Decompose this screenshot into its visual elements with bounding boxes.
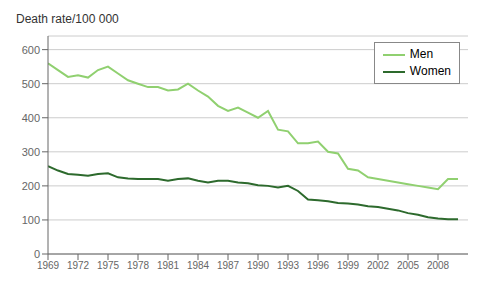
svg-text:1975: 1975 (97, 260, 120, 271)
html-text:Women: Women (409, 64, 451, 78)
svg-text:1990: 1990 (247, 260, 270, 271)
html-text:Men: Men (409, 47, 434, 61)
svg-text:1993: 1993 (277, 260, 300, 271)
svg-text:1972: 1972 (67, 260, 90, 271)
svg-text:1996: 1996 (307, 260, 330, 271)
svg-text:1981: 1981 (157, 260, 180, 271)
svg-text:1999: 1999 (337, 260, 360, 271)
svg-text:600: 600 (22, 44, 40, 56)
svg-text:100: 100 (22, 214, 40, 226)
svg-text:200: 200 (22, 180, 40, 192)
svg-text:2008: 2008 (427, 260, 450, 271)
svg-text:0: 0 (34, 248, 40, 260)
html-text:Death rate/100 000: Death rate/100 000 (16, 12, 119, 26)
svg-text:1987: 1987 (217, 260, 240, 271)
svg-text:500: 500 (22, 78, 40, 90)
svg-text:1978: 1978 (127, 260, 150, 271)
svg-text:2005: 2005 (397, 260, 420, 271)
svg-text:1969: 1969 (37, 260, 60, 271)
svg-text:300: 300 (22, 146, 40, 158)
svg-text:2002: 2002 (367, 260, 390, 271)
svg-text:1984: 1984 (187, 260, 210, 271)
svg-text:400: 400 (22, 112, 40, 124)
